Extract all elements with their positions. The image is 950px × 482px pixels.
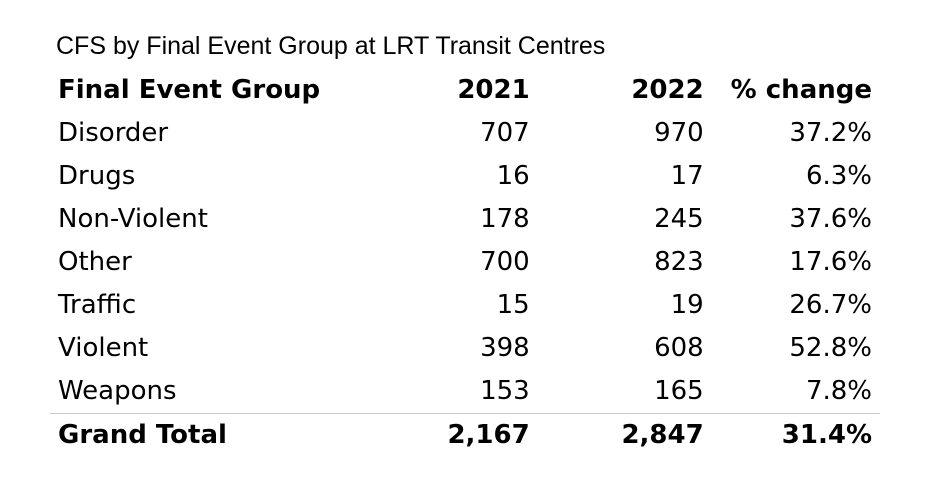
- value-2022-cell: 19: [670, 290, 704, 320]
- percent-change-cell: 37.2%: [789, 118, 872, 148]
- percent-change-cell: 6.3%: [805, 161, 872, 191]
- table-row: Drugs 16 17 6.3%: [50, 155, 880, 198]
- value-2021-cell: 707: [480, 118, 530, 148]
- percent-change-cell: 7.8%: [805, 376, 872, 406]
- event-group-cell: Weapons: [58, 376, 177, 406]
- value-2022-cell: 970: [654, 118, 704, 148]
- table-row: Violent 398 608 52.8%: [50, 327, 880, 370]
- cfs-table: Final Event Group 2021 2022 % change Dis…: [50, 69, 880, 457]
- event-group-cell: Other: [58, 247, 132, 277]
- value-2021-cell: 15: [496, 290, 530, 320]
- event-group-cell: Disorder: [58, 118, 169, 148]
- value-2021-cell: 153: [480, 376, 530, 406]
- grand-total-label: Grand Total: [50, 413, 413, 457]
- header-2021: 2021: [457, 75, 530, 105]
- event-group-cell: Drugs: [58, 161, 136, 191]
- header-2022: 2022: [631, 75, 704, 105]
- value-2021-cell: 16: [496, 161, 530, 191]
- header-final-event-group: Final Event Group: [58, 75, 321, 105]
- value-2021-cell: 398: [480, 333, 530, 363]
- value-2022-cell: 608: [654, 333, 704, 363]
- percent-change-cell: 26.7%: [789, 290, 872, 320]
- value-2021-cell: 700: [480, 247, 530, 277]
- grand-total-row: Grand Total 2,167 2,847 31.4%: [50, 413, 880, 457]
- event-group-cell: Non-Violent: [58, 204, 208, 234]
- percent-change-cell: 17.6%: [789, 247, 872, 277]
- value-2022-cell: 245: [654, 204, 704, 234]
- table-row: Non-Violent 178 245 37.6%: [50, 198, 880, 241]
- grand-total-2021: 2,167: [412, 413, 530, 457]
- event-group-cell: Violent: [58, 333, 149, 363]
- header-row: Final Event Group 2021 2022 % change: [50, 69, 880, 112]
- table-row: Other 700 823 17.6%: [50, 241, 880, 284]
- percent-change-cell: 37.6%: [789, 204, 872, 234]
- header-percent-change: % change: [730, 75, 872, 105]
- grand-total-2022: 2,847: [529, 413, 704, 457]
- table-row: Disorder 707 970 37.2%: [50, 112, 880, 155]
- grand-total-percent-change: 31.4%: [703, 413, 880, 457]
- value-2022-cell: 823: [654, 247, 704, 277]
- value-2022-cell: 165: [654, 376, 704, 406]
- value-2021-cell: 178: [480, 204, 530, 234]
- event-group-cell: Traffic: [58, 290, 137, 320]
- percent-change-cell: 52.8%: [789, 333, 872, 363]
- table-row: Traffic 15 19 26.7%: [50, 284, 880, 327]
- table-title: CFS by Final Event Group at LRT Transit …: [56, 32, 606, 60]
- value-2022-cell: 17: [670, 161, 704, 191]
- table-row: Weapons 153 165 7.8%: [50, 370, 880, 414]
